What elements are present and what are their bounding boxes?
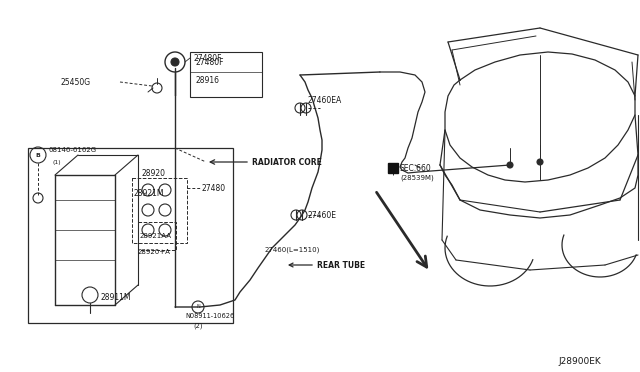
Text: 28921M: 28921M [133, 189, 163, 198]
Circle shape [537, 159, 543, 165]
Circle shape [171, 58, 179, 66]
Text: 27460E: 27460E [308, 211, 337, 219]
Text: 28920: 28920 [142, 169, 166, 177]
Text: SEC.660: SEC.660 [400, 164, 432, 173]
Text: (28539M): (28539M) [400, 175, 434, 181]
Bar [190, 52, 262, 97]
Text: RADIATOR CORE: RADIATOR CORE [252, 157, 322, 167]
Text: J28900EK: J28900EK [558, 357, 601, 366]
Text: B: B [36, 153, 40, 157]
Bar [138, 222, 176, 250]
Text: 28921AA: 28921AA [140, 233, 172, 239]
Text: 27480F: 27480F [196, 58, 225, 67]
Bar [28, 148, 233, 323]
Text: REAR TUBE: REAR TUBE [317, 260, 365, 269]
Text: N08911-10626: N08911-10626 [185, 313, 234, 319]
Text: 27480: 27480 [202, 183, 226, 192]
Text: (2): (2) [193, 323, 203, 329]
Text: 28920+A: 28920+A [138, 249, 171, 255]
Text: 27480F: 27480F [193, 54, 221, 62]
Polygon shape [388, 163, 398, 173]
Bar [132, 178, 187, 243]
Text: 28911M: 28911M [100, 294, 131, 302]
Text: 27460EA: 27460EA [308, 96, 342, 105]
Circle shape [507, 162, 513, 168]
Text: 08146-6162G: 08146-6162G [48, 147, 96, 153]
Text: 27460(L=1510): 27460(L=1510) [265, 247, 321, 253]
Text: (1): (1) [52, 160, 61, 164]
Text: 28916: 28916 [196, 76, 220, 84]
Text: 25450G: 25450G [60, 77, 90, 87]
Text: N: N [196, 305, 200, 310]
